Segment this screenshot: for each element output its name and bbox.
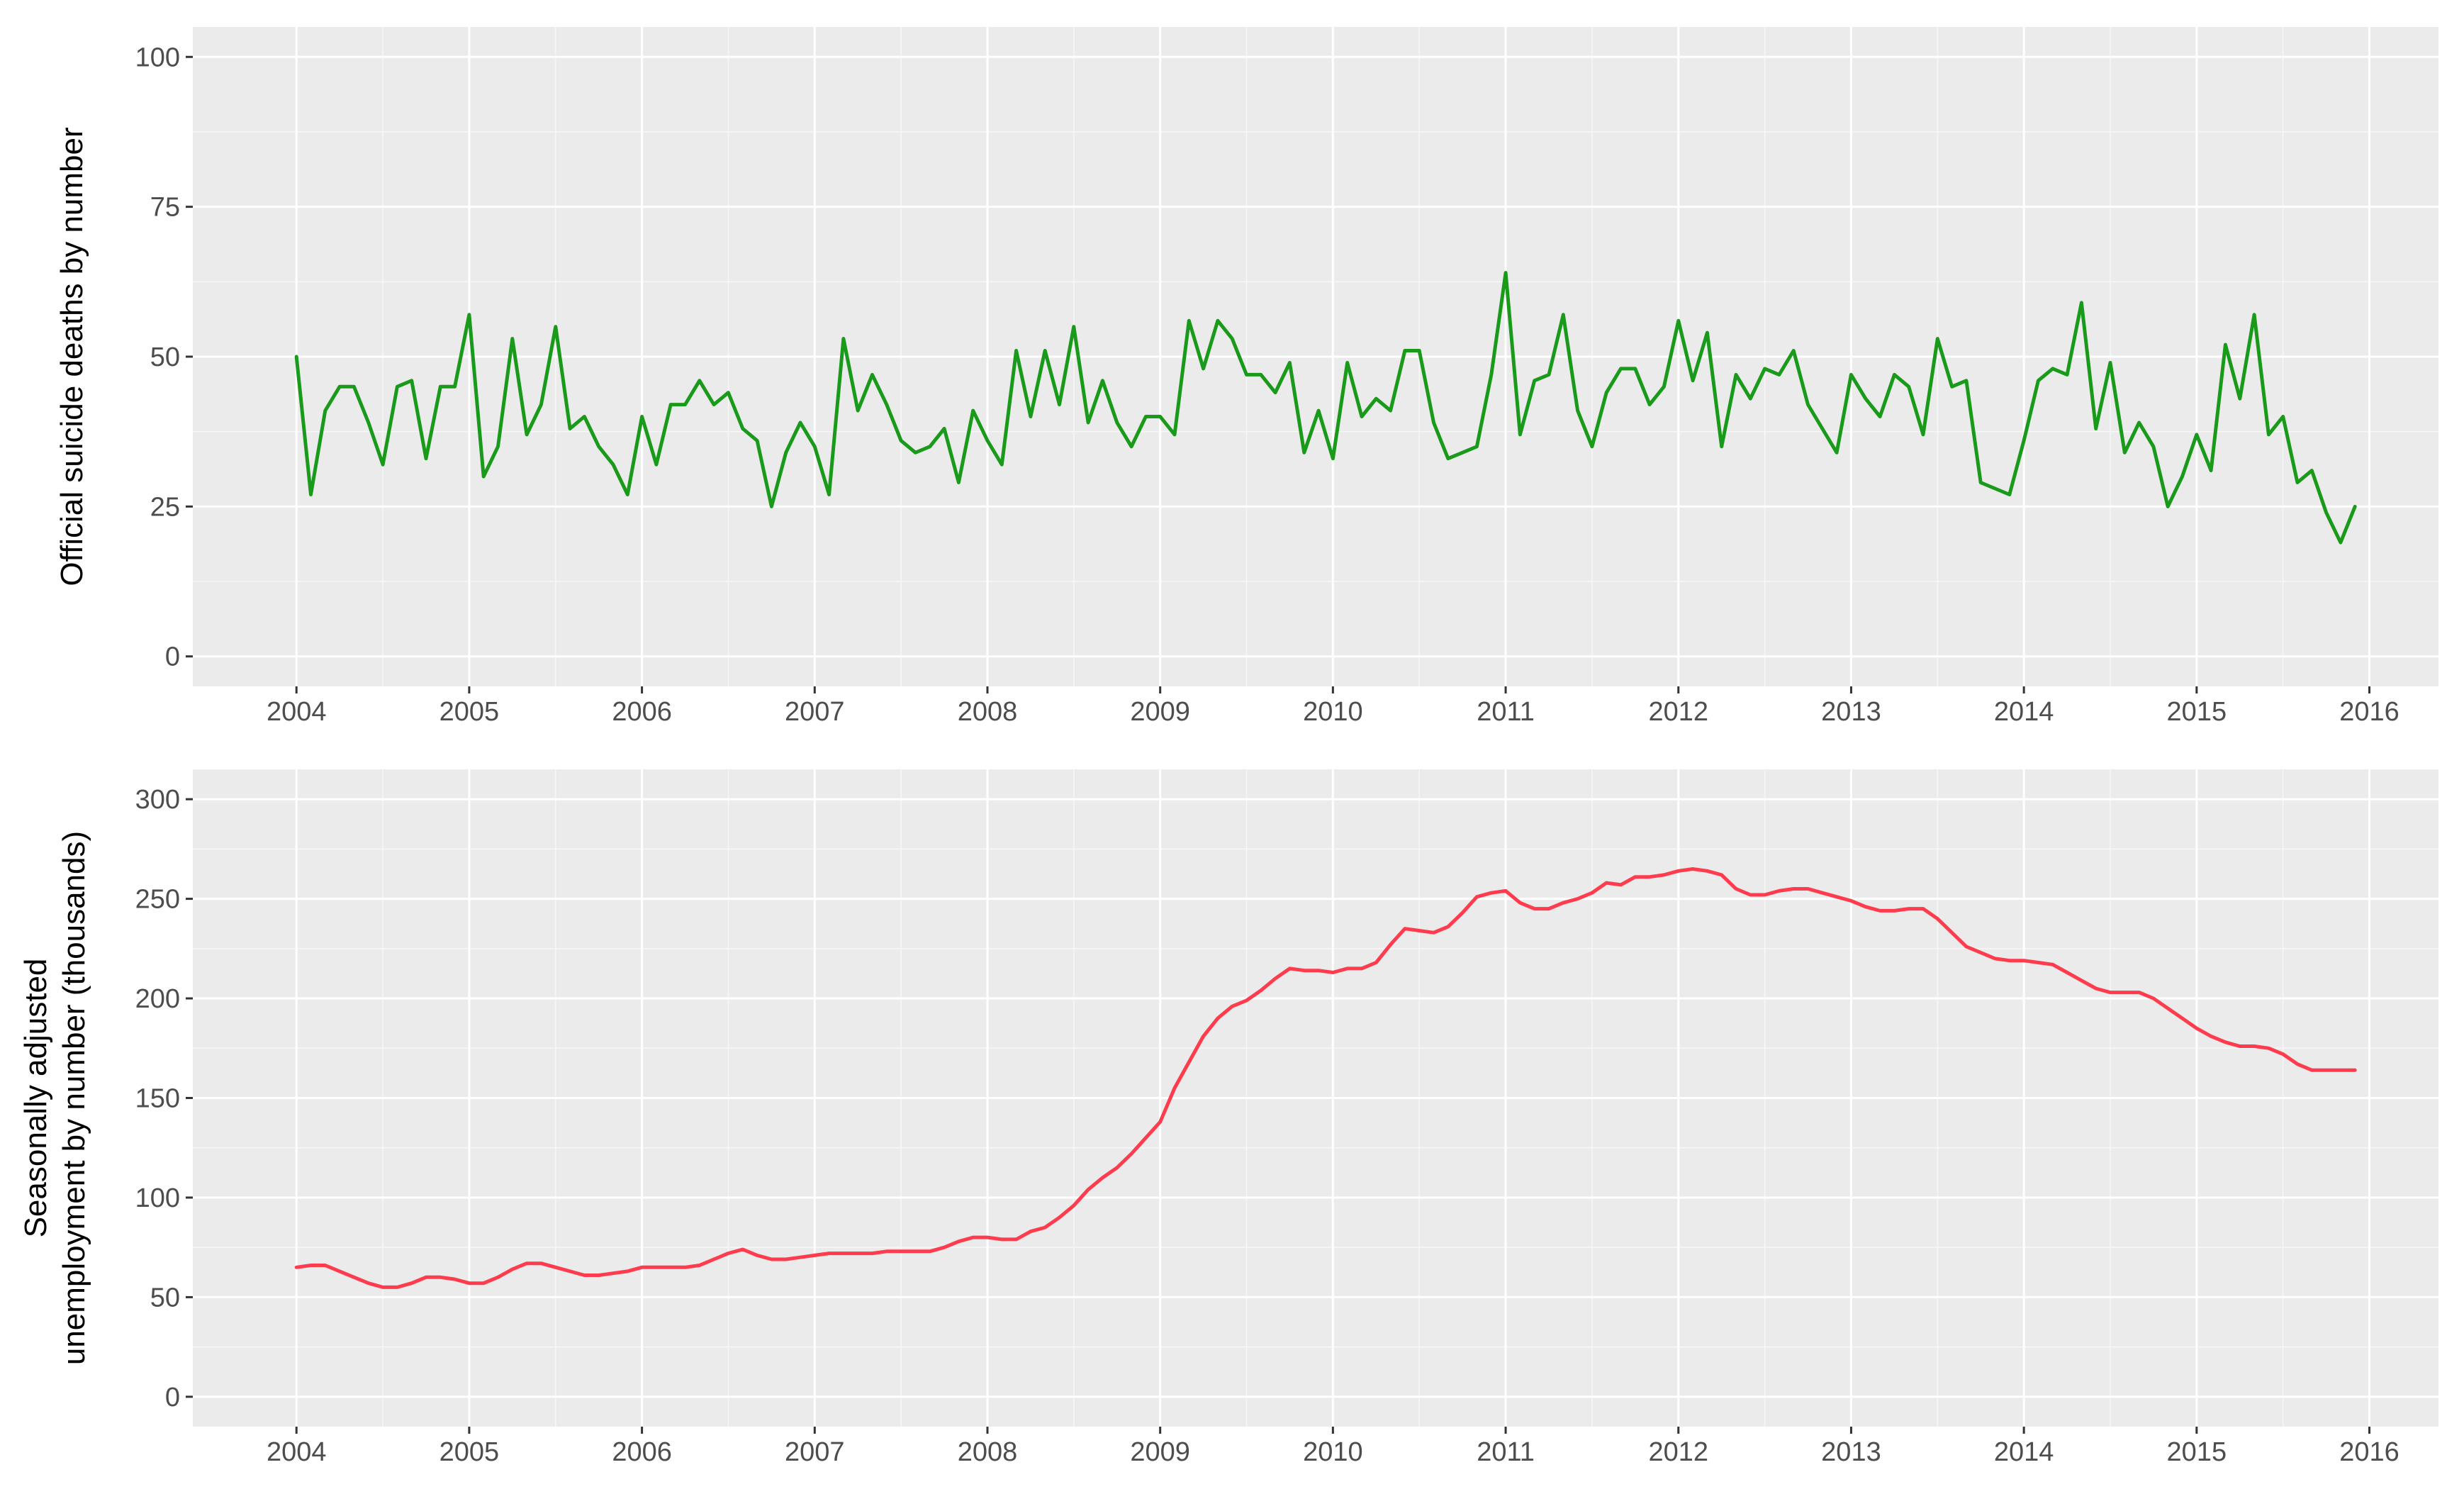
y-tick-label: 300 xyxy=(135,785,180,815)
x-tick-label: 2005 xyxy=(439,697,500,727)
x-tick-label: 2008 xyxy=(958,1437,1018,1467)
suicide-deaths-panel: 0 25 50 75 100 2004 2005 2006 2007 2008 2009 2010 20… xyxy=(55,27,2438,727)
x-tick-label: 2015 xyxy=(2167,1437,2227,1467)
y-tick-label: 100 xyxy=(135,43,180,72)
y-tick-label: 25 xyxy=(150,492,180,522)
y-tick-label: 250 xyxy=(135,885,180,915)
x-tick-label: 2008 xyxy=(958,697,1018,727)
x-tick-label: 2016 xyxy=(2339,1437,2399,1467)
y-axis-title: Official suicide deaths by number xyxy=(55,127,89,586)
unemployment-panel: 0 50 100 150 200 250 300 2004 2005 2006 2007 2008 20… xyxy=(18,769,2438,1467)
unemployment-series-line xyxy=(294,867,2357,1289)
x-tick-label: 2010 xyxy=(1303,697,1363,727)
x-tick-label: 2014 xyxy=(1994,1437,2054,1467)
y-tick-label: 50 xyxy=(150,1283,180,1312)
y-axis-title: Seasonally adjusted xyxy=(18,959,53,1238)
x-tick-label: 2009 xyxy=(1130,1437,1190,1467)
x-tick-label: 2007 xyxy=(785,1437,845,1467)
x-tick-label: 2011 xyxy=(1477,697,1535,727)
y-tick-label: 75 xyxy=(150,193,180,223)
x-tick-label: 2015 xyxy=(2167,697,2227,727)
suicide-series-line xyxy=(294,271,2357,545)
x-tick-label: 2005 xyxy=(439,1437,500,1467)
x-tick-label: 2011 xyxy=(1477,1437,1535,1467)
x-tick-label: 2004 xyxy=(267,697,327,727)
x-tick-label: 2010 xyxy=(1303,1437,1363,1467)
y-axis-title: unemployment by number (thousands) xyxy=(57,831,91,1365)
x-tick-label: 2013 xyxy=(1821,697,1881,727)
x-tick-label: 2004 xyxy=(267,1437,327,1467)
y-tick-label: 0 xyxy=(165,1383,180,1412)
y-tick-label: 200 xyxy=(135,984,180,1014)
y-tick-label: 0 xyxy=(165,642,180,672)
x-tick-label: 2014 xyxy=(1994,697,2054,727)
x-tick-label: 2012 xyxy=(1648,1437,1708,1467)
x-tick-label: 2006 xyxy=(612,1437,672,1467)
x-tick-label: 2006 xyxy=(612,697,672,727)
x-tick-label: 2016 xyxy=(2339,697,2399,727)
x-tick-label: 2013 xyxy=(1821,1437,1881,1467)
y-tick-label: 150 xyxy=(135,1084,180,1114)
y-tick-label: 50 xyxy=(150,342,180,372)
x-tick-label: 2007 xyxy=(785,697,845,727)
x-tick-label: 2012 xyxy=(1648,697,1708,727)
x-tick-label: 2009 xyxy=(1130,697,1190,727)
y-tick-label: 100 xyxy=(135,1183,180,1213)
